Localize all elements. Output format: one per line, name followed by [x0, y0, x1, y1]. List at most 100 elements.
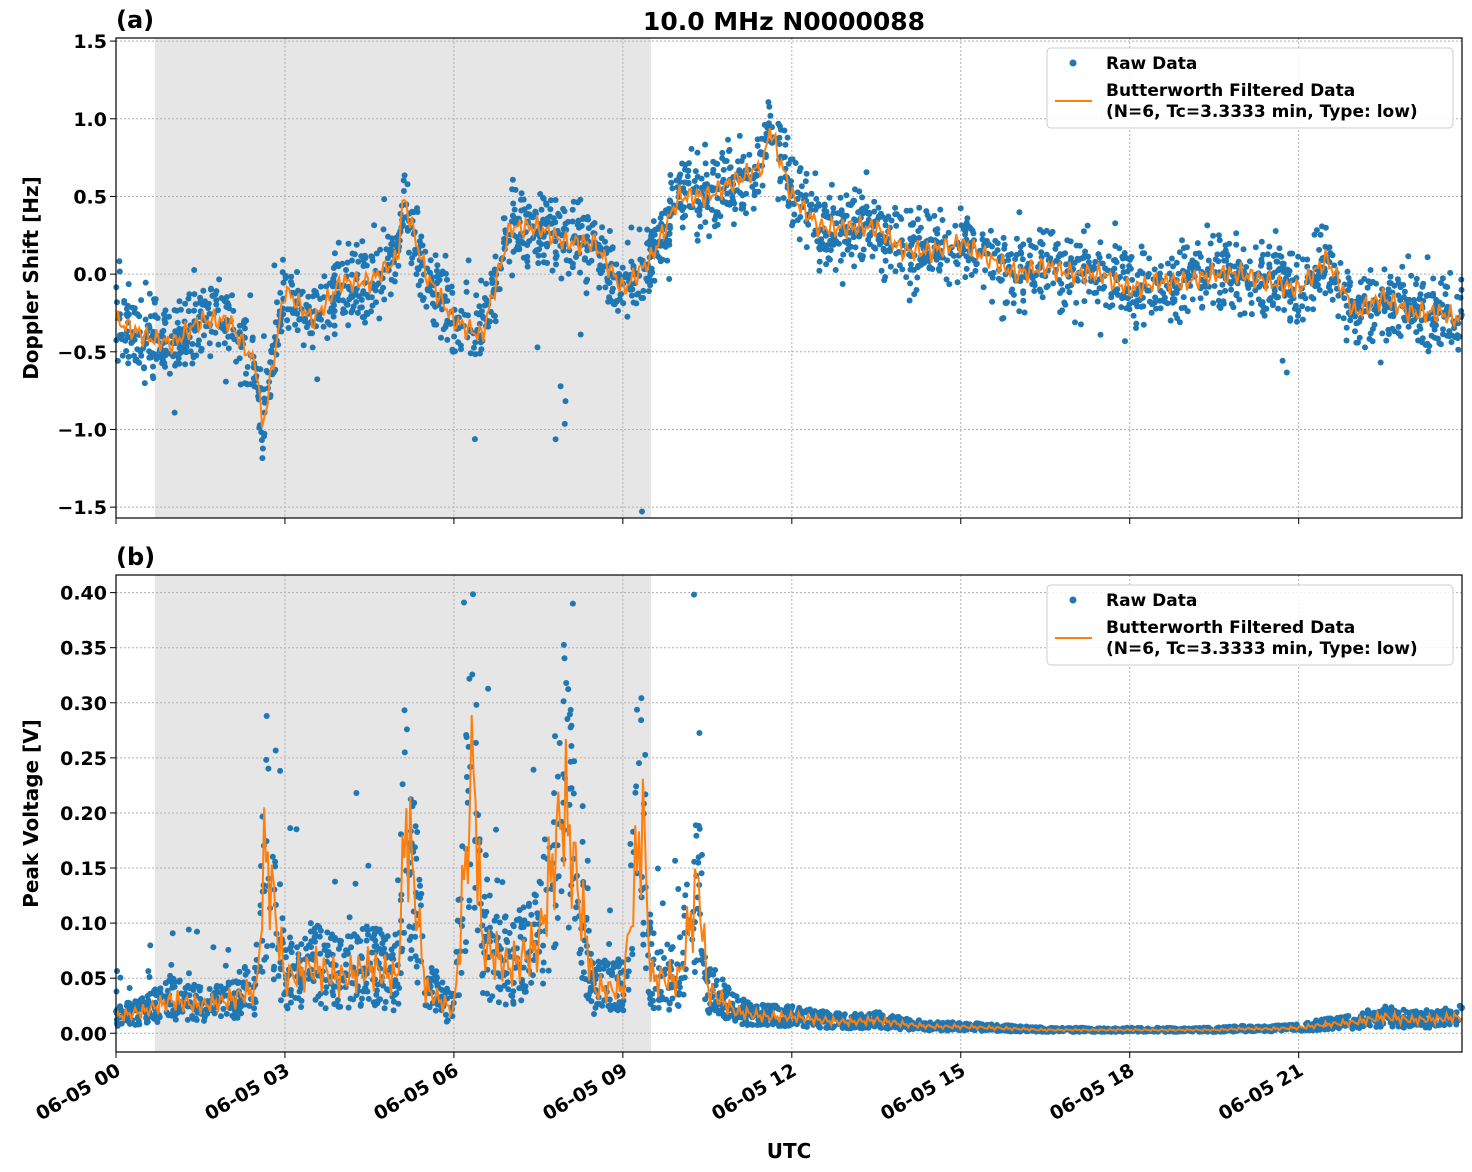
raw-data-point: [1173, 259, 1180, 266]
raw-data-point: [734, 187, 741, 194]
raw-data-point: [808, 206, 815, 213]
raw-data-point: [357, 1002, 364, 1009]
raw-data-point: [1036, 286, 1043, 293]
raw-data-point: [830, 205, 837, 212]
raw-data-point: [261, 430, 268, 437]
raw-data-point: [620, 997, 627, 1004]
raw-data-point: [609, 288, 616, 295]
raw-data-point: [322, 989, 329, 996]
raw-data-point: [893, 250, 900, 257]
raw-data-point: [856, 188, 863, 195]
raw-data-point: [318, 1000, 324, 1007]
raw-data-point: [1146, 255, 1153, 262]
raw-data-point: [1180, 294, 1187, 301]
raw-data-point: [416, 876, 423, 883]
raw-data-point: [643, 965, 649, 972]
raw-data-point: [684, 173, 691, 180]
raw-data-point: [973, 261, 980, 268]
raw-data-point: [251, 1011, 258, 1018]
raw-data-point: [345, 240, 352, 247]
raw-data-point: [463, 732, 470, 738]
raw-data-point: [365, 995, 372, 1002]
raw-data-point: [465, 312, 471, 319]
raw-data-point: [233, 358, 240, 365]
raw-data-point: [335, 239, 342, 246]
raw-data-point: [392, 271, 399, 278]
raw-data-point: [270, 976, 277, 983]
raw-data-point: [1097, 331, 1104, 338]
raw-data-point: [184, 1016, 191, 1023]
raw-data-point: [792, 160, 799, 166]
raw-data-point: [1367, 1022, 1373, 1029]
raw-data-point: [1059, 307, 1066, 314]
raw-data-point: [185, 926, 192, 933]
raw-data-point: [1222, 287, 1229, 294]
raw-data-point: [765, 99, 772, 106]
raw-data-point: [712, 982, 719, 989]
raw-data-point: [272, 747, 279, 754]
raw-data-point: [117, 974, 124, 981]
raw-data-point: [1043, 251, 1050, 258]
raw-data-point: [659, 900, 666, 907]
raw-data-point: [722, 992, 729, 999]
raw-data-point: [552, 255, 559, 262]
raw-data-point: [685, 167, 692, 174]
raw-data-point: [258, 437, 265, 444]
y-axis-label: Doppler Shift [Hz]: [19, 176, 43, 380]
raw-data-point: [409, 254, 416, 261]
raw-data-point: [1275, 305, 1282, 312]
raw-data-point: [284, 1005, 291, 1012]
raw-data-point: [1192, 259, 1199, 266]
raw-data-point: [964, 215, 971, 222]
raw-data-point: [1085, 253, 1092, 260]
raw-data-point: [463, 279, 470, 286]
raw-data-point: [1316, 246, 1323, 253]
raw-data-point: [843, 192, 850, 199]
y-tick-label: −1.0: [57, 419, 107, 441]
raw-data-point: [1077, 321, 1084, 328]
raw-data-point: [1304, 305, 1311, 312]
raw-data-point: [821, 203, 828, 210]
raw-data-point: [473, 292, 480, 299]
raw-data-point: [114, 968, 120, 974]
raw-data-point: [628, 292, 635, 299]
raw-data-point: [212, 329, 219, 336]
raw-data-point: [481, 893, 488, 900]
raw-data-point: [1215, 297, 1222, 304]
raw-data-point: [1085, 259, 1092, 266]
shaded-interval: [154, 38, 652, 518]
raw-data-point: [666, 1006, 673, 1013]
raw-data-point: [566, 257, 573, 264]
raw-data-point: [645, 288, 652, 295]
raw-data-point: [1206, 283, 1212, 290]
raw-data-point: [259, 445, 266, 452]
raw-data-point: [439, 979, 446, 986]
raw-data-point: [1148, 309, 1155, 316]
raw-data-point: [528, 911, 535, 918]
raw-data-point: [1337, 260, 1344, 266]
raw-data-point: [557, 383, 564, 390]
raw-data-point: [726, 148, 732, 154]
raw-data-point: [1335, 313, 1342, 320]
raw-data-point: [933, 253, 940, 260]
raw-data-point: [280, 256, 286, 263]
raw-data-point: [586, 978, 593, 984]
raw-data-point: [134, 1015, 141, 1022]
raw-data-point: [150, 363, 156, 370]
raw-data-point: [343, 267, 349, 273]
raw-data-point: [1031, 288, 1038, 294]
raw-data-point: [413, 855, 420, 862]
raw-data-point: [439, 987, 445, 993]
raw-data-point: [1331, 262, 1338, 269]
raw-data-point: [743, 210, 749, 217]
raw-data-point: [524, 253, 531, 260]
raw-data-point: [584, 857, 591, 864]
raw-data-point: [331, 936, 338, 943]
raw-data-point: [678, 975, 685, 982]
raw-data-point: [666, 276, 673, 282]
raw-data-point: [492, 253, 499, 260]
raw-data-point: [277, 881, 283, 888]
raw-data-point: [138, 352, 145, 359]
raw-data-point: [123, 348, 130, 354]
raw-data-point: [943, 276, 950, 283]
